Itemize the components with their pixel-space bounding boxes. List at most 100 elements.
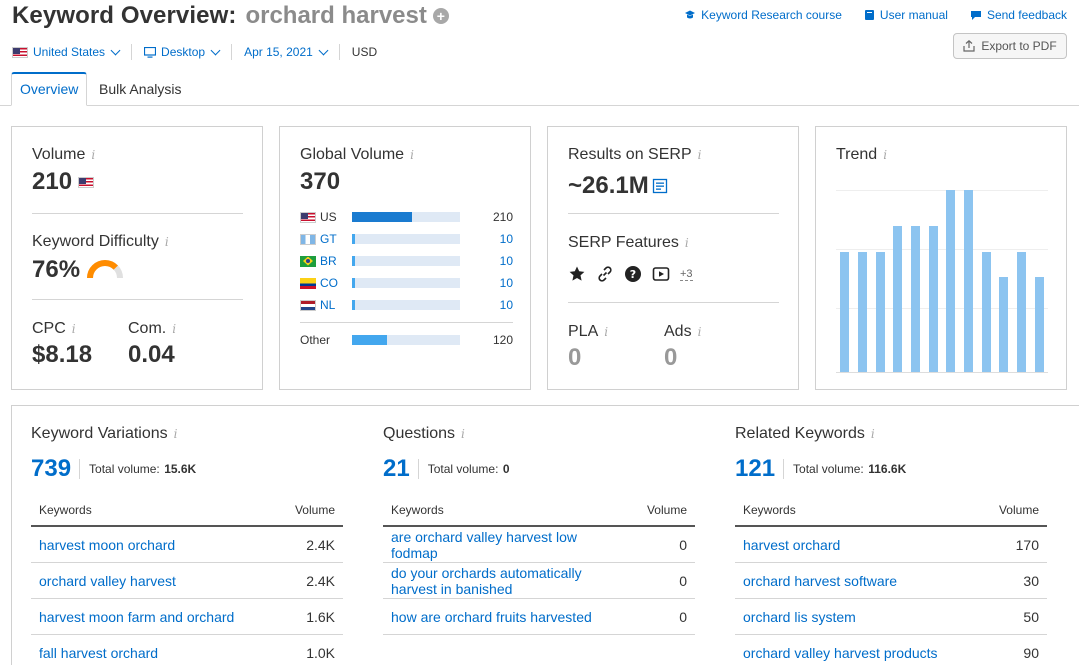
questions-total-label: Total volume: — [427, 462, 499, 476]
info-icon[interactable]: i — [173, 427, 178, 441]
serp-document-icon[interactable] — [652, 178, 668, 194]
trend-bar[interactable] — [999, 277, 1008, 372]
keyword-link[interactable]: harvest moon farm and orchard — [39, 608, 235, 625]
keyword-link[interactable]: orchard valley harvest — [39, 572, 176, 589]
user-manual-link[interactable]: User manual — [864, 8, 948, 22]
questions-count[interactable]: 21 — [383, 455, 410, 482]
info-icon[interactable]: i — [697, 325, 702, 339]
keyword-course-link[interactable]: Keyword Research course — [684, 8, 842, 22]
trend-bar[interactable] — [1035, 277, 1044, 372]
cpc-value: $8.18 — [32, 341, 93, 368]
keyword-link[interactable]: orchard valley harvest products — [743, 644, 938, 661]
book-icon — [864, 10, 874, 20]
export-icon — [963, 40, 975, 52]
country-row[interactable]: CO 10 — [300, 275, 513, 291]
device-select[interactable]: Desktop — [144, 45, 221, 59]
add-keyword-icon[interactable]: + — [432, 8, 449, 24]
trend-chart — [836, 177, 1048, 373]
link-icon[interactable] — [596, 265, 614, 283]
export-pdf-button[interactable]: Export to PDF — [953, 33, 1067, 59]
ads-label: Ads i — [664, 323, 702, 340]
global-volume-label: Global Volume i — [300, 146, 414, 163]
info-icon[interactable]: i — [164, 235, 169, 249]
keyword-link[interactable]: fall harvest orchard — [39, 644, 159, 661]
table-row: orchard valley harvest products 90 — [735, 635, 1047, 665]
info-icon[interactable]: i — [91, 148, 96, 162]
info-icon[interactable]: i — [684, 236, 689, 250]
more-features-link[interactable]: +3 — [680, 267, 693, 281]
related-count[interactable]: 121 — [735, 455, 776, 482]
keyword-link[interactable]: do your orchards automatically harvest i… — [391, 564, 582, 597]
keyword-link[interactable]: orchard lis system — [743, 608, 856, 625]
tab-overview[interactable]: Overview — [11, 72, 88, 106]
info-icon[interactable]: i — [410, 148, 414, 162]
questions-title: Questions i — [383, 425, 465, 442]
currency-label: USD — [351, 45, 378, 59]
send-feedback-link[interactable]: Send feedback — [970, 8, 1067, 22]
trend-bar[interactable] — [946, 190, 955, 372]
cpc-label: CPC i — [32, 320, 76, 337]
trend-bar[interactable] — [876, 252, 885, 372]
trend-bar[interactable] — [858, 252, 867, 372]
info-icon[interactable]: i — [697, 148, 702, 162]
trend-bar[interactable] — [929, 226, 938, 372]
kd-label: Keyword Difficulty i — [32, 233, 169, 250]
volume-card: Volume i 210 Keyword Difficulty i 76% CPC i… — [11, 126, 263, 390]
trend-bar[interactable] — [911, 226, 920, 372]
keyword-link[interactable]: harvest moon orchard — [39, 536, 176, 553]
country-row[interactable]: BR 10 — [300, 253, 513, 269]
table-row: harvest moon orchard 2.4K — [31, 527, 343, 563]
table-row: how are orchard fruits harvested 0 — [383, 599, 695, 635]
volume-bar — [352, 335, 387, 345]
country-row[interactable]: GT 10 — [300, 231, 513, 247]
questions-table: Keywords Volume are orchard valley harves… — [383, 495, 695, 635]
serp-feature-icons: ? +3 — [568, 265, 693, 283]
question-icon[interactable]: ? — [624, 265, 642, 283]
country-row: US 210 — [300, 209, 513, 225]
info-icon[interactable]: i — [870, 427, 875, 441]
column-header: Keywords — [743, 503, 796, 517]
variations-total-label: Total volume: — [89, 462, 160, 476]
date-select[interactable]: Apr 15, 2021 — [244, 45, 329, 59]
table-row: harvest orchard 170 — [735, 527, 1047, 563]
info-icon[interactable]: i — [71, 322, 76, 336]
global-volume-card: Global Volume i 370 US 210 GT 10 BR 10 CO… — [279, 126, 531, 390]
keyword-link[interactable]: are orchard valley harvest low fodmap — [391, 528, 577, 561]
desktop-icon — [144, 46, 157, 58]
chevron-down-icon — [110, 45, 121, 56]
chevron-down-icon — [210, 45, 221, 56]
tab-bulk-analysis[interactable]: Bulk Analysis — [99, 81, 182, 97]
keyword-title: orchard harvest — [245, 2, 427, 29]
volume-bar — [352, 234, 355, 244]
trend-bar[interactable] — [840, 252, 849, 372]
graduation-cap-icon — [685, 10, 696, 19]
related-table: Keywords Volume harvest orchard 170 orchar… — [735, 495, 1047, 665]
country-select[interactable]: United States — [12, 45, 121, 59]
trend-bar[interactable] — [982, 252, 991, 372]
keyword-link[interactable]: orchard harvest software — [743, 572, 898, 589]
keyword-link[interactable]: harvest orchard — [743, 536, 841, 553]
serp-card: Results on SERP i ~26.1M SERP Features i ?… — [547, 126, 799, 390]
keyword-link[interactable]: how are orchard fruits harvested — [391, 608, 592, 625]
chevron-down-icon — [318, 45, 329, 56]
variations-total-value: 15.6K — [164, 462, 197, 476]
trend-bar[interactable] — [893, 226, 902, 372]
us-flag-icon — [12, 46, 28, 58]
table-row: orchard valley harvest 2.4K — [31, 563, 343, 599]
country-row[interactable]: NL 10 — [300, 297, 513, 313]
video-icon[interactable] — [652, 265, 670, 283]
table-row: are orchard valley harvest low fodmap 0 — [383, 527, 695, 563]
pla-label: PLA i — [568, 323, 609, 340]
table-row: orchard lis system 50 — [735, 599, 1047, 635]
variations-count[interactable]: 739 — [31, 455, 72, 482]
info-icon[interactable]: i — [172, 322, 177, 336]
volume-label: Volume i — [32, 146, 96, 163]
related-title: Related Keywords i — [735, 425, 875, 442]
trend-bar[interactable] — [964, 190, 973, 372]
info-icon[interactable]: i — [461, 427, 465, 441]
trend-bar[interactable] — [1017, 252, 1026, 372]
info-icon[interactable]: i — [604, 325, 609, 339]
star-icon[interactable] — [568, 265, 586, 283]
volume-value: 210 — [32, 168, 73, 195]
info-icon[interactable]: i — [883, 148, 888, 162]
